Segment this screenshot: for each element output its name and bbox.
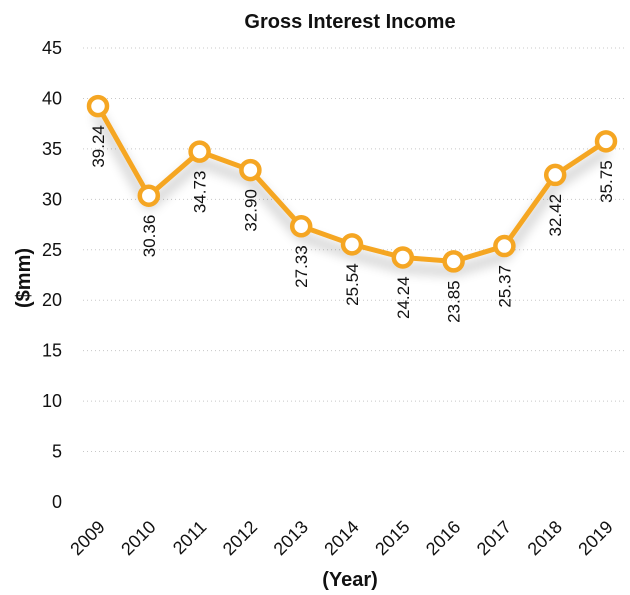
data-label: 24.24 bbox=[394, 276, 413, 319]
x-tick-label: 2011 bbox=[169, 517, 211, 559]
y-tick-label: 30 bbox=[42, 189, 62, 209]
data-label: 32.42 bbox=[546, 194, 565, 237]
data-point bbox=[340, 233, 364, 256]
data-point bbox=[137, 184, 161, 207]
x-tick-label: 2018 bbox=[524, 517, 566, 559]
data-label: 23.85 bbox=[445, 280, 464, 323]
y-tick-label: 35 bbox=[42, 139, 62, 159]
data-point bbox=[442, 250, 465, 273]
x-tick-label: 2010 bbox=[117, 517, 159, 559]
x-axis: 2009 2010 2011 2012 2013 2014 2015 2016 2017 2018… bbox=[66, 517, 616, 559]
x-axis-title: (Year) bbox=[322, 569, 378, 591]
x-tick-label: 2009 bbox=[66, 517, 108, 559]
y-tick-label: 40 bbox=[42, 88, 62, 108]
y-tick-label: 10 bbox=[42, 391, 62, 411]
y-axis: 0 5 10 15 20 25 30 35 40 45 bbox=[42, 38, 62, 512]
data-point bbox=[86, 94, 110, 118]
data-label: 39.24 bbox=[89, 125, 108, 168]
y-tick-label: 0 bbox=[52, 492, 62, 512]
series-layer bbox=[86, 94, 618, 273]
data-label: 25.37 bbox=[495, 265, 514, 308]
data-point bbox=[391, 246, 415, 269]
x-tick-label: 2016 bbox=[422, 517, 464, 559]
y-tick-label: 25 bbox=[42, 240, 62, 260]
data-label: 34.73 bbox=[191, 171, 210, 214]
x-tick-label: 2013 bbox=[270, 517, 312, 559]
x-tick-label: 2014 bbox=[320, 517, 362, 559]
x-tick-label: 2019 bbox=[574, 517, 616, 559]
x-tick-label: 2015 bbox=[371, 517, 413, 559]
data-point bbox=[594, 130, 618, 153]
data-point bbox=[289, 215, 313, 238]
chart-title: Gross Interest Income bbox=[244, 11, 455, 33]
x-tick-label: 2012 bbox=[219, 517, 261, 559]
data-point bbox=[493, 234, 516, 258]
data-point bbox=[239, 158, 262, 182]
data-point bbox=[543, 163, 567, 187]
y-tick-label: 15 bbox=[42, 341, 62, 361]
data-label: 30.36 bbox=[140, 215, 159, 258]
data-point bbox=[188, 140, 211, 163]
data-label: 32.90 bbox=[241, 189, 260, 232]
y-tick-label: 20 bbox=[42, 290, 62, 310]
x-tick-label: 2017 bbox=[473, 517, 515, 559]
data-label: 25.54 bbox=[343, 263, 362, 306]
data-label: 35.75 bbox=[597, 160, 616, 203]
data-labels: 39.24 30.36 34.73 32.90 27.33 25.54 24.24 23.85… bbox=[89, 125, 616, 323]
y-tick-label: 45 bbox=[42, 38, 62, 58]
y-axis-title: ($mm) bbox=[13, 248, 35, 308]
y-tick-label: 5 bbox=[52, 442, 62, 462]
data-label: 27.33 bbox=[292, 245, 311, 288]
